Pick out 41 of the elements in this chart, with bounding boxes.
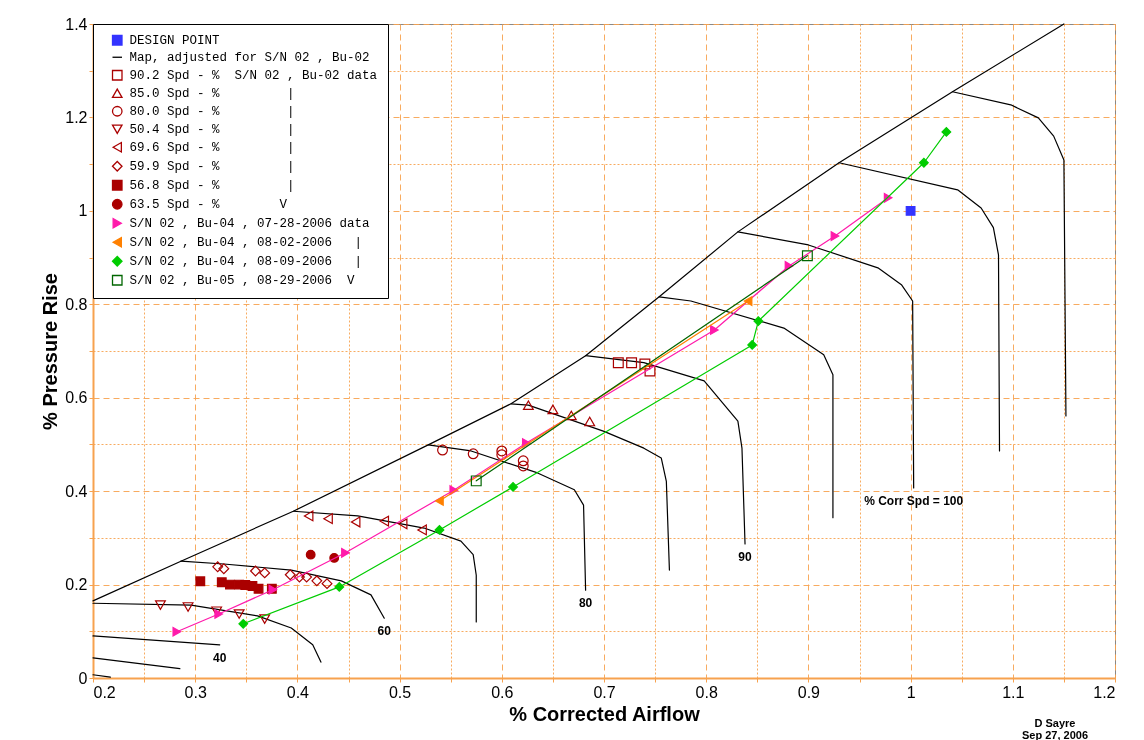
x-tick-label: 1.1 bbox=[1002, 683, 1025, 701]
legend-label: 56.8 Spd - % | bbox=[129, 179, 295, 194]
legend-label: DESIGN POINT bbox=[129, 34, 221, 49]
y-tick-label: 0.6 bbox=[65, 389, 88, 407]
legend-label: S/N 02 , Bu-05 , 08-29-2006 V bbox=[129, 274, 356, 289]
annotation: 90 bbox=[738, 549, 753, 564]
x-tick-label: 0.9 bbox=[797, 683, 821, 701]
legend-label: 80.0 Spd - % | bbox=[129, 105, 295, 120]
annotation: 80 bbox=[578, 596, 593, 611]
legend-label: 85.0 Spd - % | bbox=[129, 87, 295, 102]
text: D Sayre bbox=[1034, 717, 1076, 729]
x-tick-label: 0.4 bbox=[286, 683, 310, 701]
y-tick-label: 1.4 bbox=[65, 15, 88, 33]
legend-label: 90.2 Spd - % S/N 02 , Bu-02 data bbox=[129, 69, 378, 84]
y-axis-title: % Pressure Rise bbox=[39, 273, 62, 430]
legend-label: 63.5 Spd - % V bbox=[129, 198, 288, 213]
x-tick-label: 1 bbox=[906, 683, 916, 701]
x-tick-label: 0.7 bbox=[593, 683, 616, 701]
annotation: % Corr Spd = 100 bbox=[864, 493, 964, 508]
y-tick-label: 0.2 bbox=[65, 576, 88, 594]
x-axis-title: % Corrected Airflow bbox=[509, 702, 701, 725]
legend-label: S/N 02 , Bu-04 , 08-09-2006 | bbox=[129, 255, 363, 270]
x-tick-label: 1.2 bbox=[1093, 683, 1116, 701]
annotation: 40 bbox=[213, 650, 227, 665]
legend-label: S/N 02 , Bu-04 , 08-02-2006 | bbox=[129, 236, 363, 251]
y-tick-label: 0.4 bbox=[65, 482, 88, 500]
y-tick-label: 1.2 bbox=[65, 108, 88, 126]
legend-label: Map, adjusted for S/N 02 , Bu-02 bbox=[129, 51, 370, 66]
x-tick-label: 0.5 bbox=[388, 683, 412, 701]
annotation: 60 bbox=[377, 624, 392, 639]
x-tick-label: 0.2 bbox=[93, 683, 116, 701]
y-tick-label: 1 bbox=[78, 202, 88, 220]
x-tick-label: 0.8 bbox=[695, 683, 718, 701]
x-tick-label: 0.6 bbox=[491, 683, 514, 701]
y-tick-label: 0 bbox=[78, 669, 88, 687]
legend-label: 69.6 Spd - % | bbox=[129, 141, 295, 156]
legend-label: 59.9 Spd - % | bbox=[129, 160, 295, 175]
legend-label: S/N 02 , Bu-04 , 07-28-2006 data bbox=[129, 217, 371, 232]
y-tick-label: 0.8 bbox=[65, 295, 88, 313]
x-tick-label: 0.3 bbox=[184, 683, 207, 701]
legend-label: 50.4 Spd - % | bbox=[129, 123, 295, 138]
